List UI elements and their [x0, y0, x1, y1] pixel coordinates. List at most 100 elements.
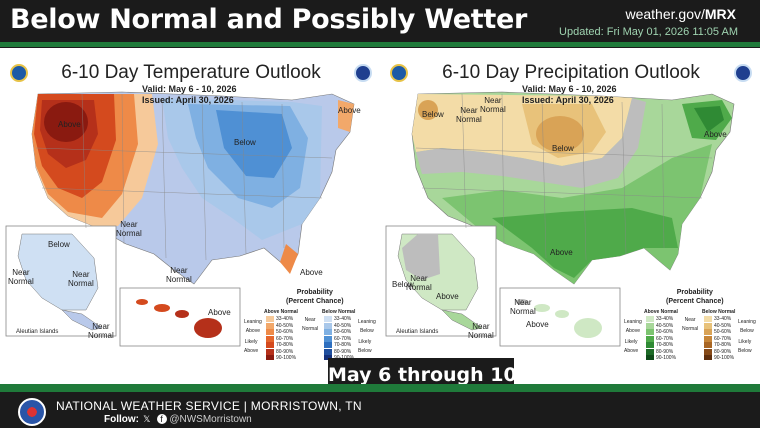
legend-bin-label: 90-100% — [656, 355, 677, 360]
site-office: MRX — [704, 6, 736, 22]
label-below-mid: Below — [552, 144, 574, 153]
precipitation-legend-above-swatches: 33-40% 40-50% 50-60% 60-70% 70-80% 80-90% 90-1… — [646, 316, 676, 360]
legend-swatch — [324, 322, 332, 329]
label-near-normal-sw: Near Normal — [116, 220, 142, 238]
legend-bin-label: 80-90% — [714, 348, 732, 355]
bottom-accent-bar — [0, 384, 760, 392]
label-near-normal-ak1: Near Normal — [8, 268, 34, 286]
label-above-hi: Above — [208, 308, 231, 317]
legend-swatch — [324, 348, 332, 355]
temperature-legend-below-swatches: 33-40%40-50%50-60%60-70%70-80%80-90%90-1… — [324, 316, 354, 360]
label-near-normal-n: Near Normal — [456, 106, 482, 124]
legend-swatch-row: 80-90% — [266, 348, 293, 355]
legend-swatch-row: 40-50% — [266, 322, 293, 329]
legend-swatch-row: 33-40% — [266, 316, 293, 322]
noaa-logo — [734, 64, 752, 82]
noaa-cpc-logo — [390, 64, 408, 82]
legend-swatch — [266, 348, 274, 355]
legend-swatch — [266, 335, 274, 342]
precipitation-legend-below-swatches: 33-40% 40-50% 50-60% 60-70% 70-80% 80-90% 90-1… — [704, 316, 734, 360]
legend-swatch — [646, 355, 654, 360]
label-above-hi: Above — [526, 320, 549, 329]
office-name: NATIONAL WEATHER SERVICE | MORRISTOWN, T… — [56, 399, 362, 413]
label-above-ne: Above — [704, 130, 727, 139]
social-handle[interactable]: @NWSMorristown — [169, 414, 252, 425]
legend-bin-label: 33-40% — [714, 316, 732, 322]
date-caption: May 6 through 10th — [328, 364, 540, 386]
legend-bin-label: 50-60% — [656, 329, 674, 335]
site-url[interactable]: weather.gov/MRX — [625, 6, 736, 22]
legend-swatch — [324, 335, 332, 342]
legend-bin-label: 90-100% — [276, 355, 297, 360]
precipitation-map-title: 6-10 Day Precipitation Outlook — [442, 62, 700, 83]
label-above-south: Above — [550, 248, 573, 257]
legend-bin-label: 90-100% — [334, 355, 354, 360]
label-near-normal-hi: Near Normal — [510, 298, 536, 316]
legend-bin-label: 90-100% — [714, 355, 735, 360]
precipitation-legend-above-header: Above Normal — [644, 309, 678, 315]
precipitation-map-graphic — [385, 91, 735, 347]
legend-bin-label: 50-60% — [714, 329, 732, 335]
legend-swatch-row: 33-40% — [704, 316, 731, 322]
label-aleutian: Aleutian Islands — [16, 329, 59, 335]
legend-swatch — [266, 329, 274, 335]
legend-bin-label: 70-80% — [334, 342, 352, 348]
legend-swatch-row: 90-100% — [266, 355, 296, 360]
label-near-normal-inset: Near Normal — [88, 322, 114, 340]
label-near-normal-inset: Near Normal — [468, 322, 494, 340]
temperature-legend-title: Probability (Percent Chance) — [286, 289, 344, 305]
legend-bin-label: 50-60% — [276, 329, 294, 335]
legend-bin-label: 80-90% — [656, 348, 674, 355]
legend-bin-label: 70-80% — [656, 342, 674, 348]
temperature-legend-below-header: Below Normal — [322, 309, 356, 315]
legend-bin-label: 33-40% — [334, 316, 352, 322]
legend-swatch — [324, 316, 332, 322]
legend-swatch-row: 50-60% — [324, 329, 351, 335]
legend-swatch — [646, 322, 654, 329]
precipitation-legend-near-normal: Near Normal — [682, 317, 699, 332]
precipitation-legend-title: Probability (Percent Chance) — [666, 289, 724, 305]
label-above-ne: Above — [338, 106, 361, 115]
legend-swatch-row: 90-100% — [324, 355, 354, 360]
label-aleutian: Aleutian Islands — [396, 329, 439, 335]
precipitation-valid: Valid: May 6 - 10, 2026 — [522, 84, 617, 94]
legend-swatch — [646, 316, 654, 322]
legend-bin-label: 33-40% — [276, 316, 294, 322]
precipitation-legend-leaning-above: Leaning Above — [624, 319, 642, 334]
label-below-mid: Below — [234, 138, 256, 147]
x-icon[interactable]: 𝕏 — [143, 414, 151, 425]
legend-swatch — [704, 322, 712, 329]
precipitation-issued: Issued: April 30, 2026 — [522, 95, 614, 105]
site-prefix: weather.gov/ — [625, 6, 705, 22]
label-near-normal-ak2: Near Normal — [68, 270, 94, 288]
legend-bin-label: 60-70% — [714, 335, 732, 342]
header-bar: Below Normal and Possibly Wetter weather… — [0, 0, 760, 48]
legend-swatch-row: 50-60% — [266, 329, 293, 335]
legend-swatch-row: 33-40% — [324, 316, 351, 322]
legend-swatch — [266, 342, 274, 348]
legend-swatch — [324, 355, 332, 360]
follow-line: Follow: 𝕏 f @NWSMorristown — [104, 414, 252, 425]
temperature-outlook-map: 6-10 Day Temperature Outlook Valid: May … — [2, 48, 380, 360]
legend-bin-label: 60-70% — [276, 335, 294, 342]
nws-logo — [18, 398, 46, 426]
label-below-ak: Below — [392, 280, 414, 289]
legend-swatch-row: 90-100% — [646, 355, 676, 360]
legend-bin-label: 40-50% — [714, 322, 732, 329]
precipitation-legend-likely-below: Likely Below — [738, 339, 752, 354]
label-above-fl: Above — [300, 268, 323, 277]
legend-swatch-row: 70-80% — [266, 342, 293, 348]
legend-swatch — [704, 342, 712, 348]
legend-bin-label: 60-70% — [334, 335, 352, 342]
precipitation-legend-likely-above: Likely Above — [624, 339, 639, 354]
follow-label: Follow: — [104, 414, 139, 425]
label-above-west: Above — [58, 120, 81, 129]
legend-bin-label: 70-80% — [276, 342, 294, 348]
page-title: Below Normal and Possibly Wetter — [10, 4, 527, 35]
legend-swatch-row: 80-90% — [704, 348, 731, 355]
legend-swatch-row: 80-90% — [324, 348, 351, 355]
facebook-icon[interactable]: f — [156, 414, 167, 425]
legend-swatch — [266, 322, 274, 329]
temperature-legend-above-header: Above Normal — [264, 309, 298, 315]
top-accent-bar — [0, 42, 760, 47]
